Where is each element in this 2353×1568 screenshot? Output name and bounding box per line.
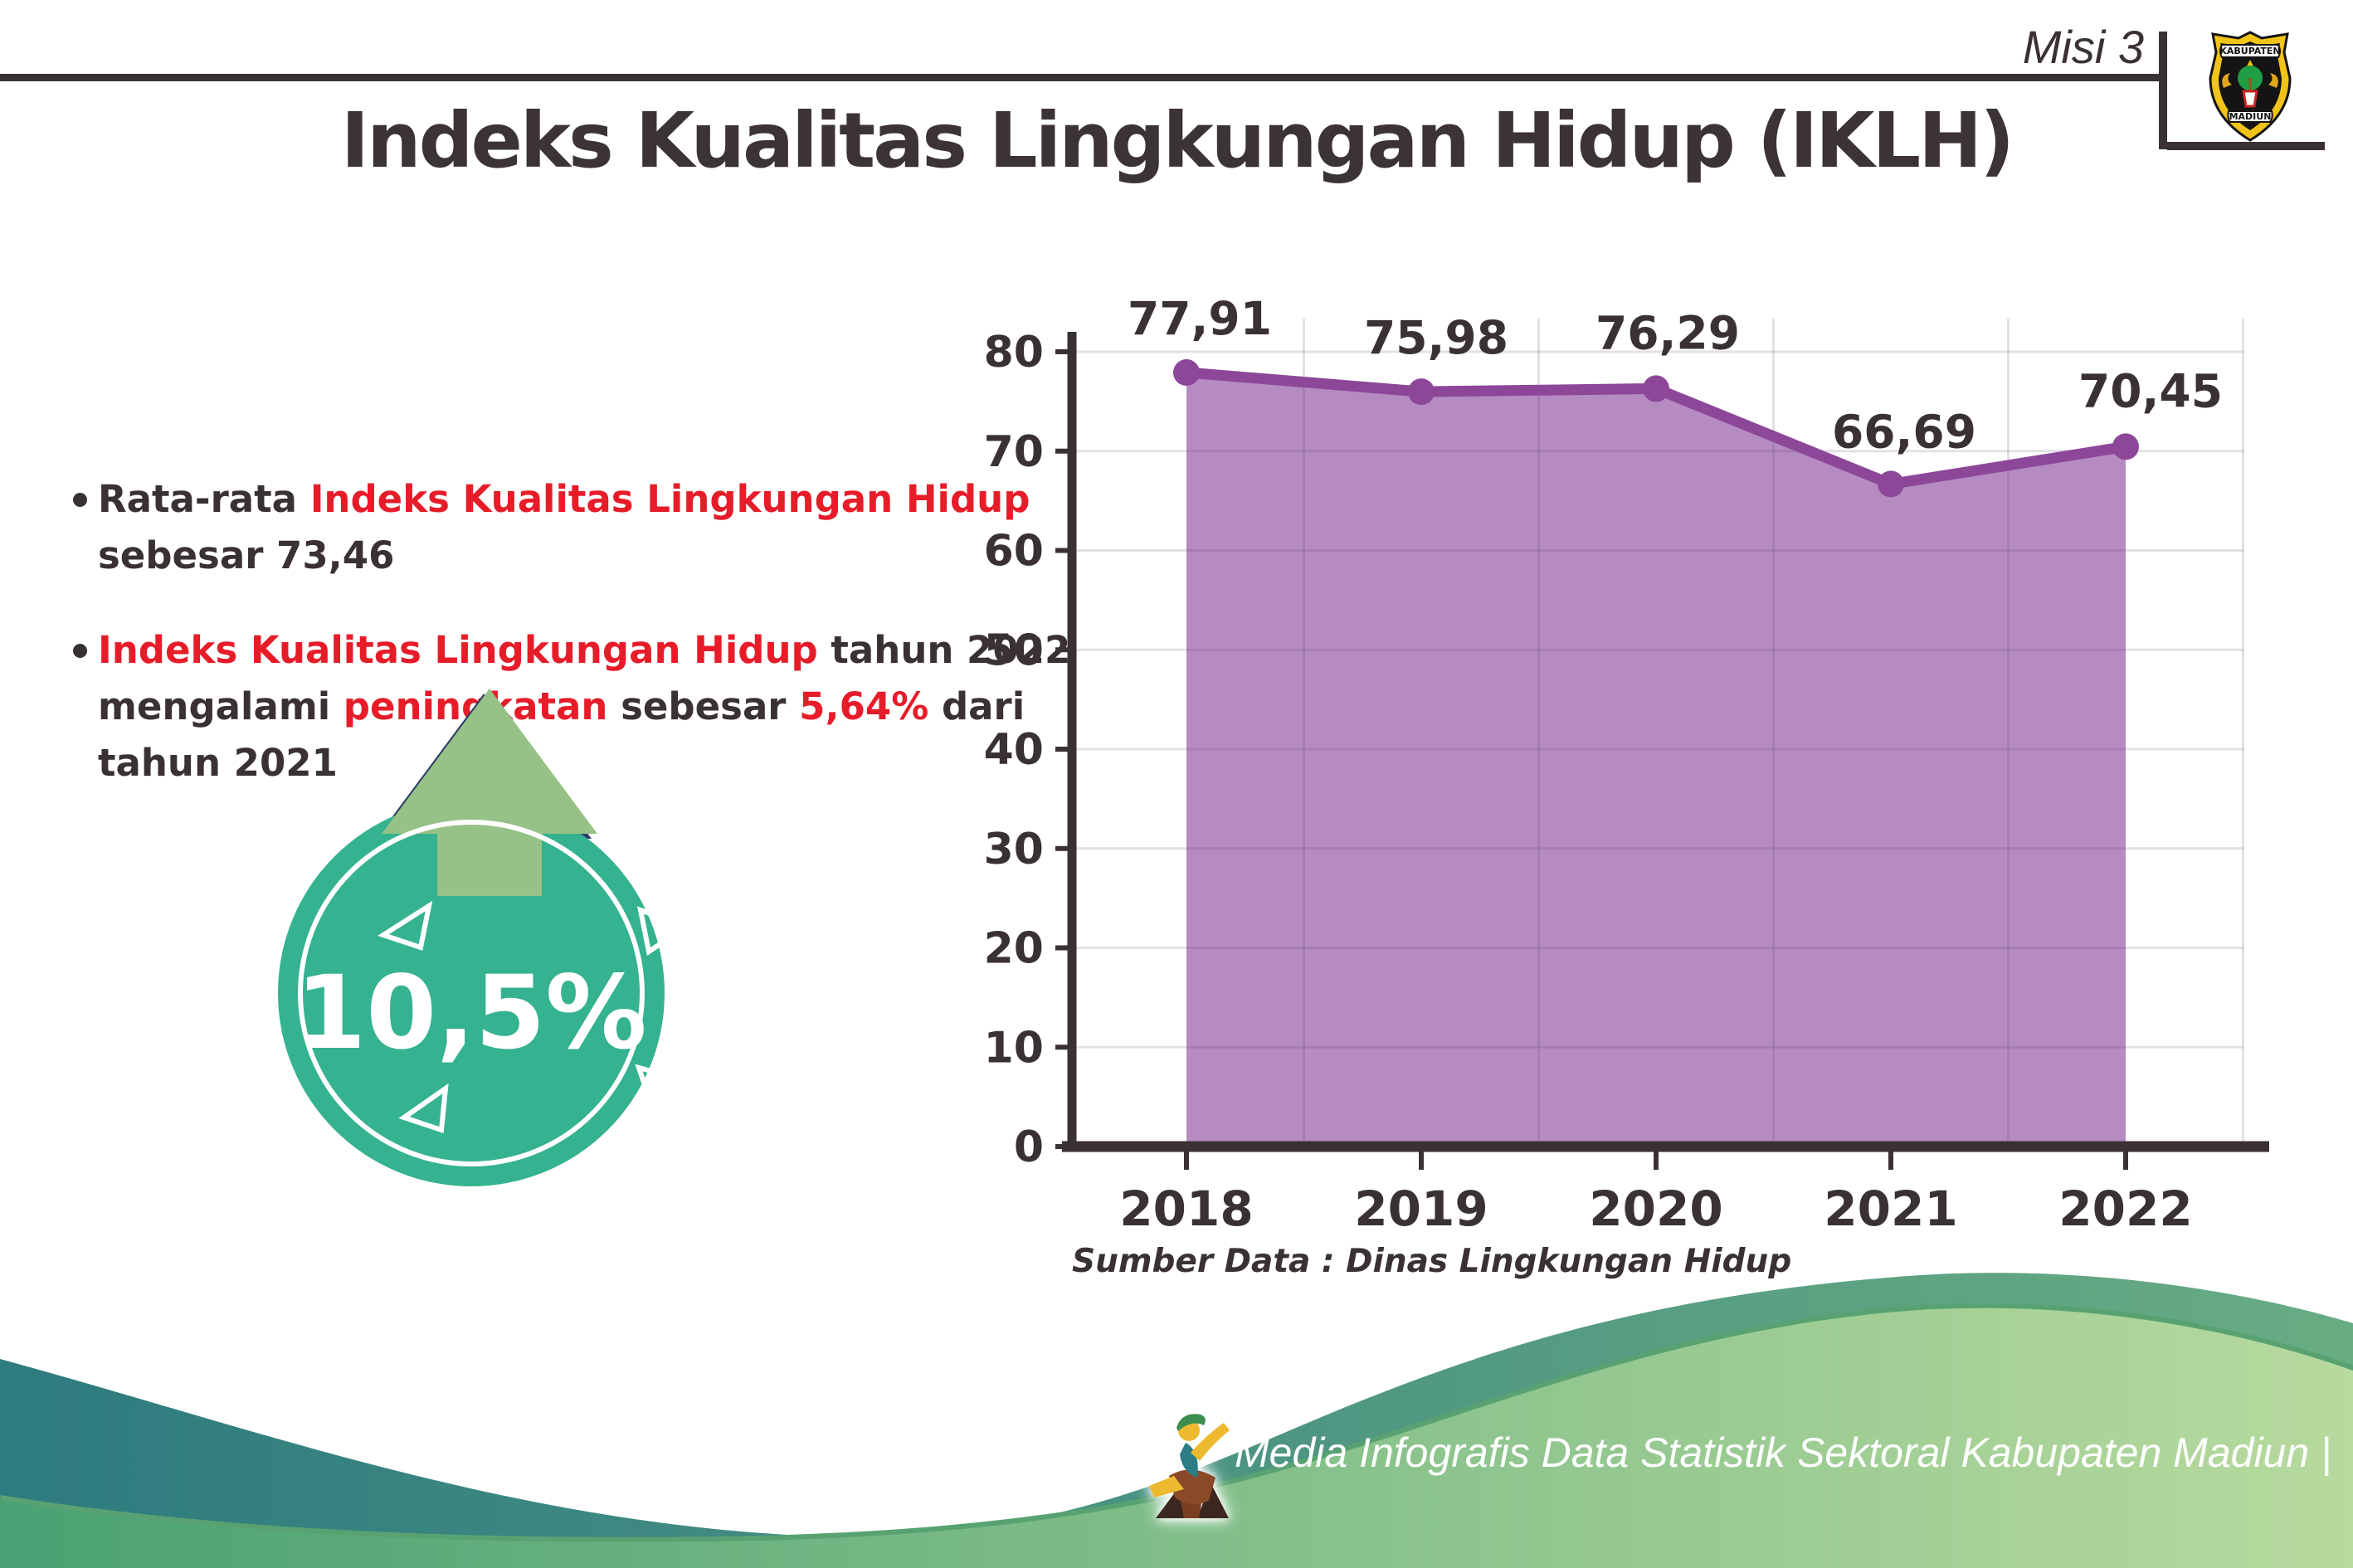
data-point-2021: [1878, 470, 1904, 498]
bullet-text-segment: mengalami: [98, 684, 343, 728]
logo-top-banner: [2219, 44, 2281, 58]
x-tick-label: 2022: [2058, 1181, 2192, 1237]
y-tick-label: 50: [984, 626, 1044, 675]
data-point-2018: [1173, 359, 1200, 387]
x-tick-label: 2021: [1824, 1181, 1957, 1237]
bullet-item: Rata-rata Indeks Kualitas Lingkungan Hid…: [73, 471, 1030, 584]
bullet-text-segment: sebesar 73,46: [98, 533, 395, 577]
bullet-text-segment: sebesar: [607, 684, 800, 728]
y-tick-label: 10: [984, 1023, 1044, 1073]
misi-label: Misi 3: [2022, 21, 2144, 73]
data-label-2018: 77,91: [1128, 292, 1272, 345]
bullet-text-segment: tahun 2021: [98, 741, 338, 785]
logo-center-shield: [2242, 90, 2258, 108]
y-tick-label: 40: [984, 725, 1044, 775]
badge-spark-se: [635, 1064, 690, 1109]
source-note: Sumber Data : Dinas Lingkungan Hidup: [1072, 1243, 1792, 1280]
badge-spark-nw: [378, 900, 433, 951]
bullet-text-segment: Rata-rata: [98, 477, 310, 521]
badge-ring: [298, 820, 645, 1166]
data-point-2022: [2112, 433, 2139, 460]
badge-spark-ne: [637, 906, 692, 956]
y-tick-label: 80: [984, 328, 1044, 377]
chart-axes: 0 10 20 30 40 50 60 70 80 2018 2019 2020 2021 2022: [984, 328, 2269, 1237]
data-point-2019: [1408, 378, 1435, 406]
bullet-text-segment: Indeks Kualitas Lingkungan Hidup: [309, 477, 1030, 521]
chart-line-series: [1173, 359, 2139, 498]
logo-top-text: KABUPATEN: [2219, 46, 2280, 56]
increase-badge: 10,5%: [278, 689, 692, 1186]
footer-green-wave: [0, 1307, 2353, 1568]
bullet-item: Indeks Kualitas Lingkungan Hidup tahun 2…: [73, 622, 1070, 791]
corner-frame-vertical: [2159, 32, 2167, 149]
chart-area-fill: [1186, 373, 2126, 1147]
bullet-text-segment: 5,64%: [799, 684, 929, 728]
page-title: Indeks Kualitas Lingkungan Hidup (IKLH): [340, 96, 2014, 185]
logo-star-icon: [2247, 60, 2253, 66]
x-tick-label: 2020: [1589, 1181, 1722, 1237]
y-tick-label: 0: [1014, 1122, 1044, 1172]
corner-frame-horizontal: [2167, 142, 2325, 150]
footer-credit: Media Infografis Data Statistik Sektoral…: [1235, 1429, 2332, 1476]
mascot-icon: [1149, 1414, 1230, 1518]
data-point-2020: [1643, 375, 1669, 402]
data-label-2022: 70,45: [2078, 364, 2223, 417]
x-tick-label: 2018: [1119, 1181, 1253, 1237]
bullet-text-segment: dari: [928, 684, 1025, 728]
x-tick-label: 2019: [1354, 1181, 1488, 1237]
footer-waves: [0, 1273, 2353, 1568]
bullet-text-segment: tahun 2022: [817, 628, 1071, 672]
data-label-2019: 75,98: [1364, 311, 1508, 364]
badge-circle: [278, 800, 665, 1186]
up-arrow-icon: [382, 689, 597, 896]
header-rule: [0, 74, 2159, 81]
data-label-2021: 66,69: [1832, 405, 1976, 458]
y-tick-label: 30: [984, 825, 1044, 874]
chart-gridlines: [1074, 319, 2244, 1147]
y-tick-label: 60: [984, 527, 1044, 577]
data-label-2020: 76,29: [1595, 306, 1740, 359]
kabupaten-madiun-logo: KABUPATEN MADIUN: [2209, 31, 2292, 142]
iklh-area-chart: 0 10 20 30 40 50 60 70 80 2018 2019 2020 2021 2022 77…: [984, 292, 2269, 1237]
bullet-text-segment: Indeks Kualitas Lingkungan Hidup: [98, 628, 818, 672]
y-tick-label: 70: [984, 427, 1044, 477]
bullet-list: Rata-rata Indeks Kualitas Lingkungan Hid…: [73, 471, 1070, 791]
badge-spark-sw: [398, 1083, 449, 1134]
logo-bottom-text: MADIUN: [2229, 111, 2272, 122]
chart-data-labels: 77,91 75,98 76,29 66,69 70,45: [1128, 292, 2223, 458]
area-fill: [1186, 373, 2126, 1147]
badge-value: 10,5%: [295, 954, 646, 1072]
y-tick-label: 20: [984, 924, 1044, 974]
logo-wing-icon: [2222, 73, 2278, 88]
logo-bottom-banner: [2227, 110, 2273, 123]
